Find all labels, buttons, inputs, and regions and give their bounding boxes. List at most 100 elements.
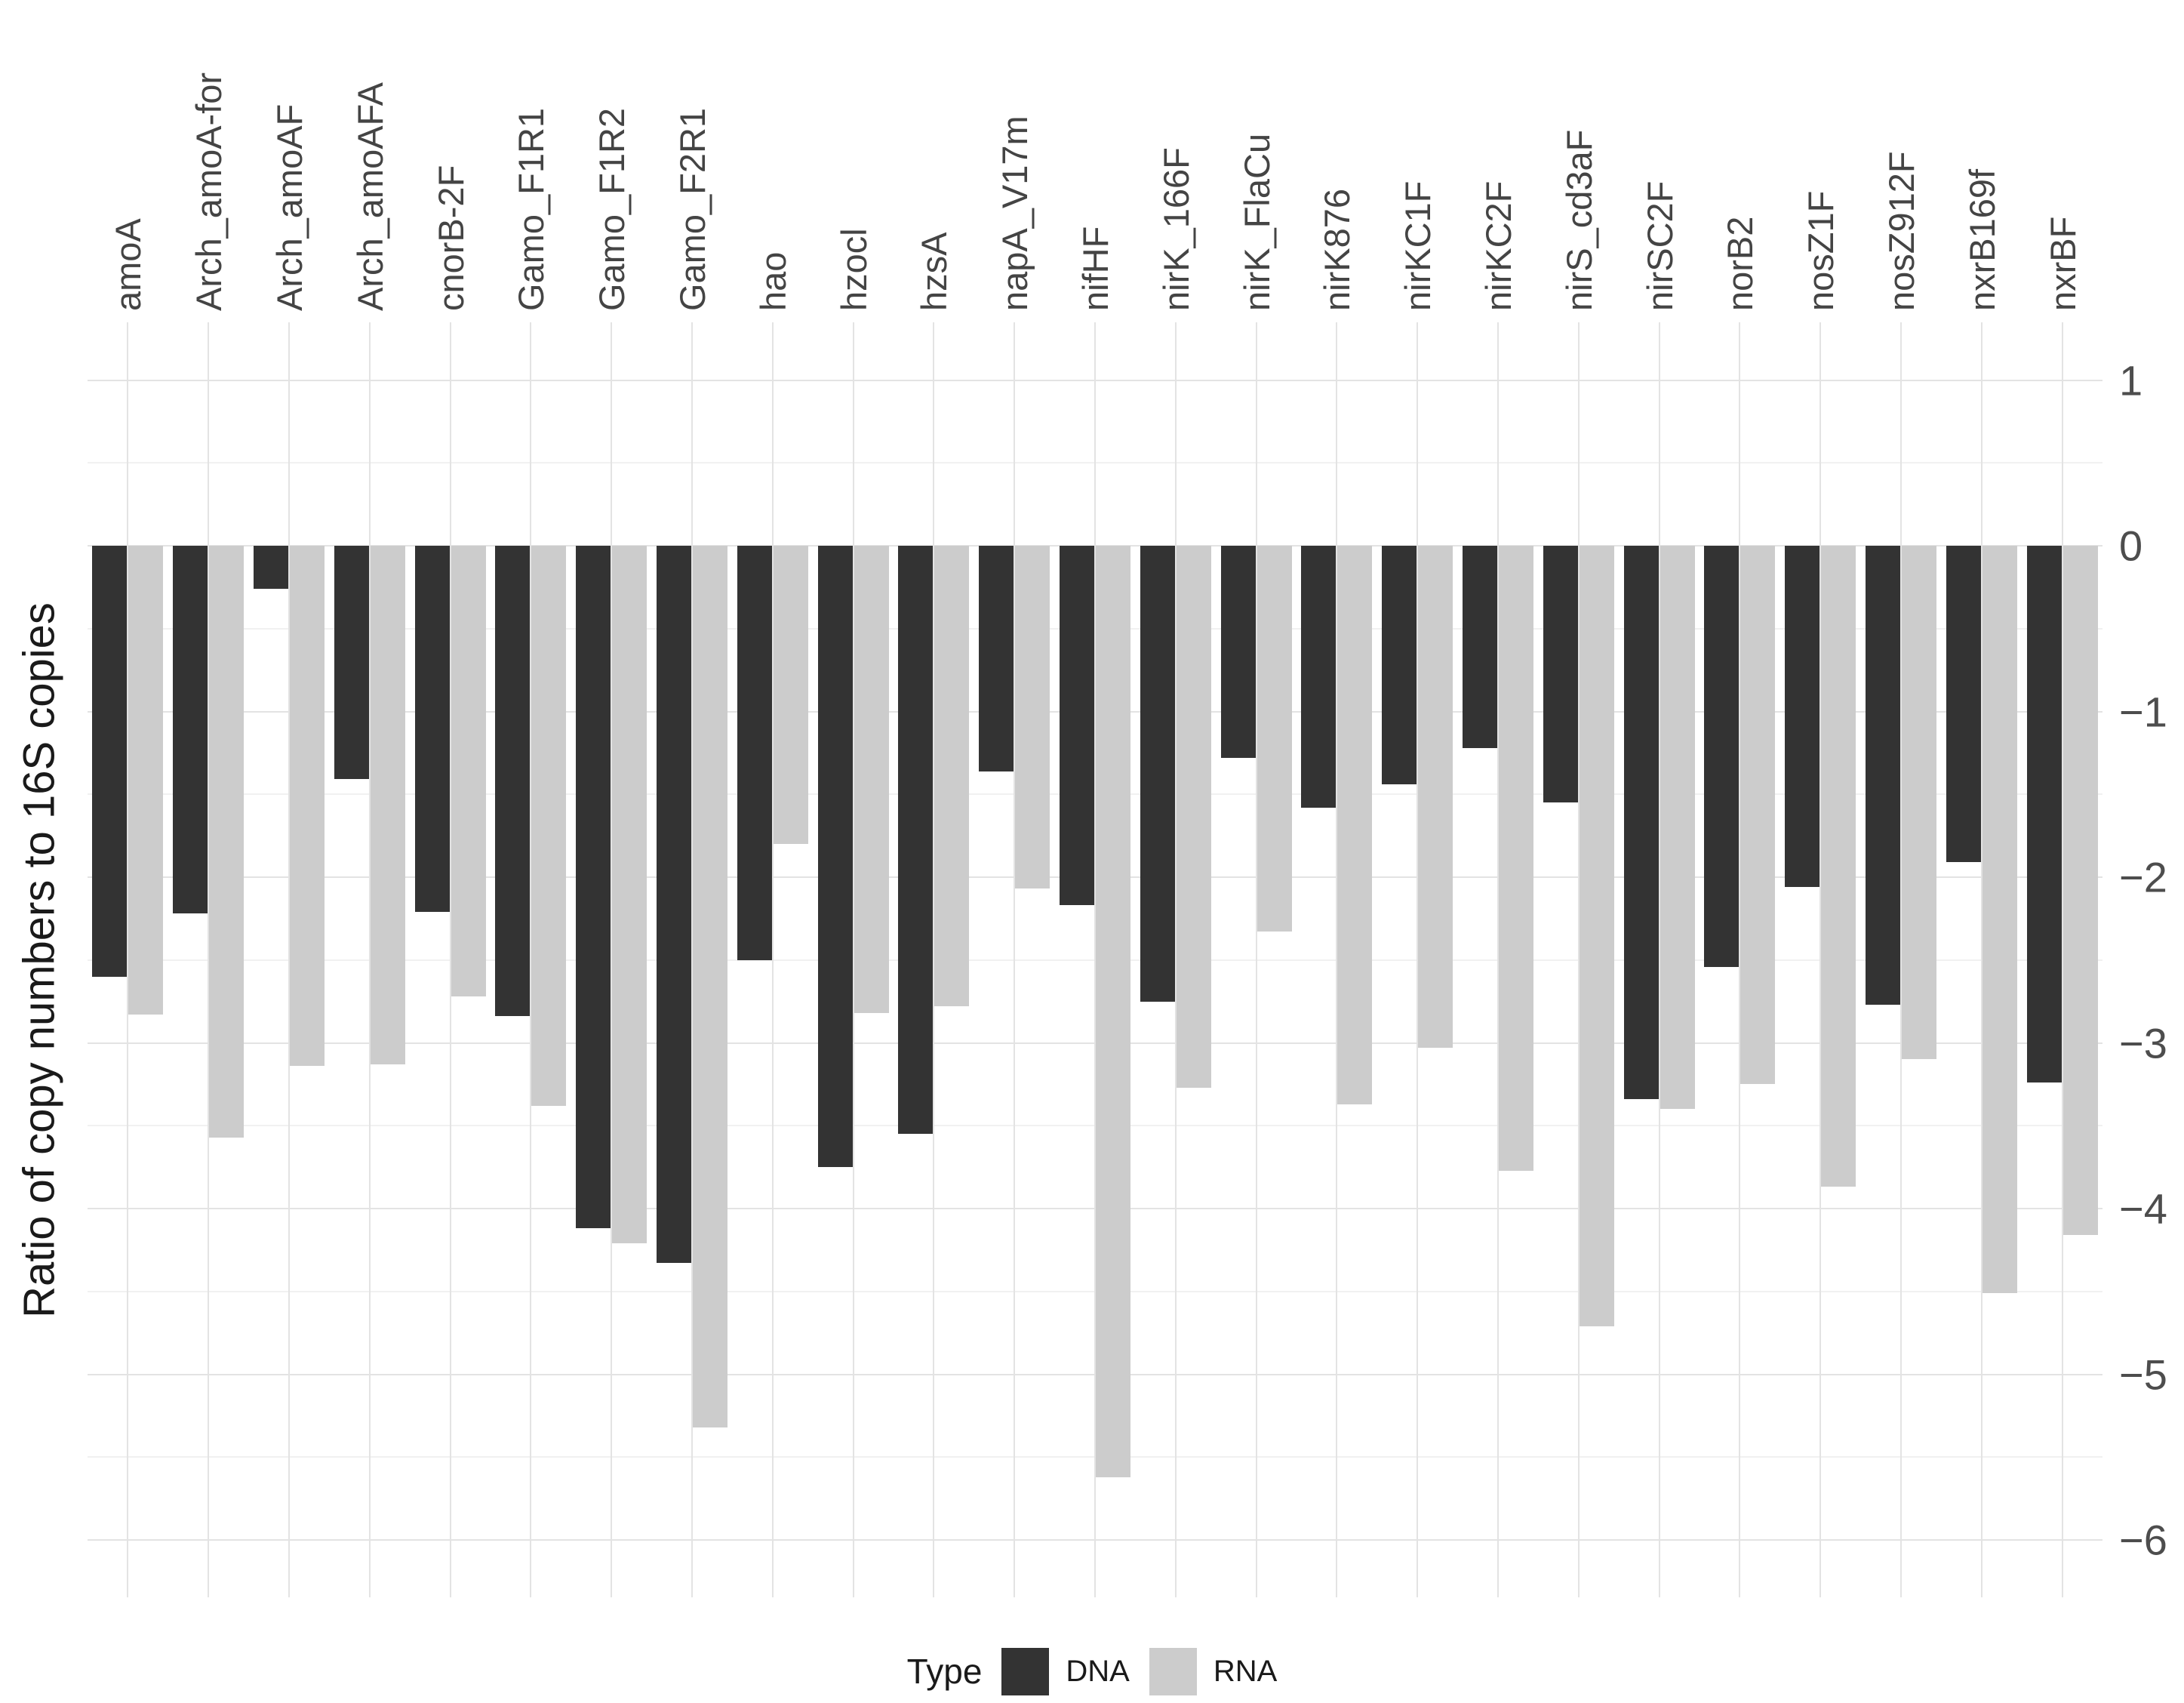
gridline-vertical [771, 322, 774, 1597]
bar-rna-nxrBF [2062, 546, 2098, 1236]
gridline-vertical [449, 322, 451, 1597]
y-tick-−5: −5 [2119, 1350, 2167, 1398]
bar-rna-nosZ912F [1902, 546, 1936, 1060]
legend-label-dna: DNA [1066, 1654, 1130, 1688]
category-label-nirK_166F: nirK_166F [1155, 147, 1196, 311]
bar-rna-Arch_amoA-for [209, 546, 245, 1138]
category-label-Gamo_F1R1: Gamo_F1R1 [511, 107, 552, 311]
bar-rna-nirKC2F [1499, 546, 1533, 1171]
bar-rna-nirK_FlaCu [1257, 546, 1292, 932]
gridline-vertical [127, 322, 129, 1597]
bar-dna-Arch_amoAF [254, 546, 288, 590]
gridline-vertical [1255, 322, 1257, 1597]
bar-rna-nirS_cd3aF [1579, 546, 1614, 1326]
bar-dna-nirSC2F [1623, 546, 1659, 1100]
gridline-vertical [1577, 322, 1580, 1597]
y-tick-−4: −4 [2119, 1184, 2167, 1233]
bar-dna-nxrBF [2026, 546, 2062, 1083]
y-tick-−1: −1 [2119, 688, 2167, 735]
dna-color-swatch [1001, 1647, 1050, 1695]
category-label-Arch_amoA-for: Arch_amoA-for [189, 72, 229, 311]
category-label-hao: hao [752, 251, 793, 311]
y-tick-−2: −2 [2119, 853, 2167, 901]
bar-rna-cnorB-2F [451, 546, 486, 997]
gridline-vertical [2061, 322, 2063, 1597]
gridline-vertical [530, 322, 532, 1597]
category-label-Arch_amoAF: Arch_amoAF [269, 103, 309, 311]
gridline-vertical [1497, 322, 1499, 1597]
bar-dna-hzsA [898, 546, 934, 1135]
rna-color-swatch [1149, 1647, 1197, 1695]
gridline-vertical [208, 322, 210, 1597]
bar-dna-nxrB169f [1946, 546, 1981, 863]
category-label-nirKC2F: nirKC2F [1478, 180, 1518, 311]
gridline-vertical [1819, 322, 1822, 1597]
y-tick-−3: −3 [2119, 1019, 2167, 1067]
y-axis-title: Ratio of copy numbers to 16S copies [14, 602, 64, 1318]
bar-rna-Gamo_F1R2 [612, 546, 648, 1244]
gridline-vertical [1174, 322, 1177, 1597]
bar-dna-cnorB-2F [414, 546, 450, 913]
category-label-napA_V17m: napA_V17m [995, 115, 1035, 311]
bar-rna-nirKC1F [1418, 546, 1453, 1049]
bar-dna-Arch_amoA-for [173, 546, 208, 914]
bar-dna-nirS_cd3aF [1543, 546, 1578, 803]
bar-rna-napA_V17m [1015, 546, 1050, 889]
gridline-vertical [1980, 322, 1983, 1597]
category-label-Gamo_F2R1: Gamo_F2R1 [672, 107, 712, 311]
category-label-nirS_cd3aF: nirS_cd3aF [1558, 129, 1599, 311]
gridline-vertical [368, 322, 371, 1597]
bar-dna-norB2 [1704, 546, 1740, 967]
category-label-nirKC1F: nirKC1F [1398, 180, 1438, 311]
bar-dna-nirK_FlaCu [1220, 546, 1256, 758]
bar-rna-nxrB169f [1982, 546, 2017, 1293]
category-label-nirK876: nirK876 [1317, 189, 1358, 311]
gridline-vertical [691, 322, 693, 1597]
category-label-nirSC2F: nirSC2F [1639, 180, 1680, 311]
legend-item-dna: DNA [1001, 1647, 1130, 1695]
bar-rna-amoA [128, 546, 164, 1015]
y-tick-1: 1 [2119, 356, 2143, 404]
bar-rna-nifHF [1096, 546, 1130, 1477]
category-label-Arch_amoAFA: Arch_amoAFA [349, 82, 390, 311]
category-label-amoA: amoA [108, 218, 149, 311]
category-label-nosZ912F: nosZ912F [1881, 151, 1921, 311]
bar-rna-Arch_amoAF [290, 546, 325, 1067]
y-tick-−6: −6 [2119, 1516, 2167, 1564]
bar-dna-nosZ912F [1866, 546, 1900, 1005]
bar-rna-Gamo_F1R1 [531, 546, 567, 1106]
bar-rna-Gamo_F2R1 [693, 546, 727, 1427]
plot-panel [88, 322, 2102, 1597]
gridline-vertical [288, 322, 290, 1597]
category-label-cnorB-2F: cnorB-2F [430, 165, 471, 311]
legend-title: Type [906, 1652, 983, 1691]
bar-dna-nirKC2F [1463, 546, 1497, 748]
gridline-vertical [1417, 322, 1419, 1597]
bar-rna-Arch_amoAFA [370, 546, 405, 1065]
bar-dna-amoA [92, 546, 128, 977]
legend-item-rna: RNA [1149, 1647, 1278, 1695]
category-label-hzocl: hzocl [833, 228, 874, 311]
gridline-vertical [1094, 322, 1096, 1597]
bar-rna-norB2 [1740, 546, 1776, 1085]
bar-rna-nirSC2F [1660, 546, 1695, 1110]
bar-rna-nirK876 [1337, 546, 1373, 1104]
bar-dna-napA_V17m [979, 546, 1014, 771]
gridline-vertical [1014, 322, 1016, 1597]
bar-dna-hao [737, 546, 772, 960]
bar-rna-hzocl [854, 546, 889, 1013]
gridline-vertical [1658, 322, 1660, 1597]
gridline-vertical [611, 322, 613, 1597]
bar-rna-nirK_166F [1176, 546, 1211, 1088]
bar-dna-hzocl [817, 546, 853, 1168]
category-label-nirK_FlaCu: nirK_FlaCu [1236, 133, 1277, 311]
category-label-nxrBF: nxrBF [2042, 216, 2083, 311]
category-label-nifHF: nifHF [1075, 226, 1115, 311]
category-label-nosZ1F: nosZ1F [1801, 190, 1841, 311]
legend-label-rna: RNA [1213, 1654, 1278, 1688]
gridline-vertical [852, 322, 854, 1597]
bar-dna-nosZ1F [1785, 546, 1820, 888]
bar-dna-Arch_amoAFA [334, 546, 369, 780]
bar-rna-nosZ1F [1821, 546, 1856, 1187]
